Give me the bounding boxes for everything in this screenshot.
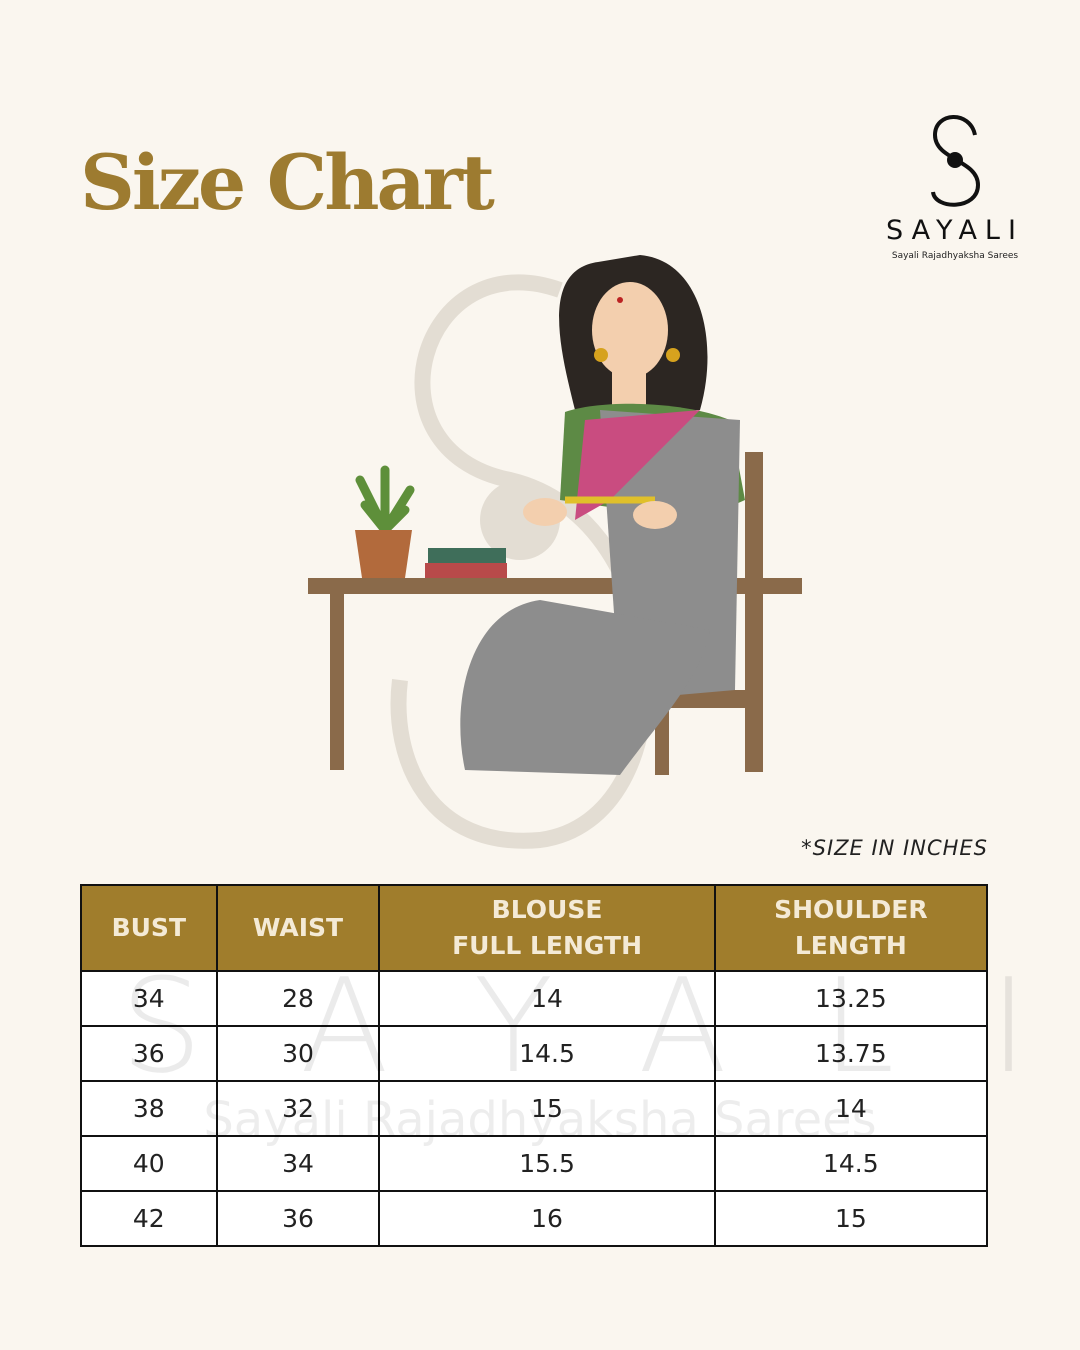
brand-tagline: Sayali Rajadhyaksha Sarees (891, 251, 1019, 261)
title: Size Chart (80, 138, 495, 227)
table-cell: 15.5 (378, 1135, 716, 1192)
woman (460, 255, 745, 775)
table-cell: 28 (215, 970, 381, 1027)
table-cell: 32 (215, 1080, 381, 1137)
table-cell: 34 (80, 970, 218, 1027)
table-cell: 36 (215, 1190, 381, 1247)
header-row: BUST WAIST BLOUSE FULL LENGTH SHOULDER LENG… (80, 884, 989, 972)
column-header: WAIST (215, 884, 381, 972)
table-cell: 30 (215, 1025, 381, 1082)
table-cell: 14.5 (713, 1135, 989, 1192)
brand-name: SAYALI (886, 215, 1024, 246)
column-header: BUST (80, 884, 218, 972)
table-cell: 16 (378, 1190, 716, 1247)
size-table: BUST WAIST BLOUSE FULL LENGTH SHOULDER LENG… (80, 884, 989, 1247)
plant (355, 465, 415, 578)
size-note: *SIZE IN INCHES (801, 836, 988, 860)
table-cell: 13.75 (713, 1025, 989, 1082)
table-row: 42 36 16 15 (80, 1190, 989, 1247)
table-row: 38 32 15 14 (80, 1080, 989, 1137)
table-cell: 42 (80, 1190, 218, 1247)
column-header: BLOUSE FULL LENGTH (378, 884, 716, 972)
table-cell: 15 (378, 1080, 716, 1137)
table-cell: 34 (215, 1135, 381, 1192)
table-cell: 15 (713, 1190, 989, 1247)
column-header: SHOULDER LENGTH (713, 884, 989, 972)
table-cell: 14 (378, 970, 716, 1027)
table-row: 36 30 14.5 13.75 (80, 1025, 989, 1082)
table-cell: 13.25 (713, 970, 989, 1027)
table-row: 34 28 14 13.25 (80, 970, 989, 1027)
table-cell: 36 (80, 1025, 218, 1082)
table-cell: 14 (713, 1080, 989, 1137)
logo-mark (931, 115, 981, 207)
table-cell: 14.5 (378, 1025, 716, 1082)
books (425, 548, 507, 578)
table-row: 40 34 15.5 14.5 (80, 1135, 989, 1192)
table-cell: 40 (80, 1135, 218, 1192)
table-cell: 38 (80, 1080, 218, 1137)
